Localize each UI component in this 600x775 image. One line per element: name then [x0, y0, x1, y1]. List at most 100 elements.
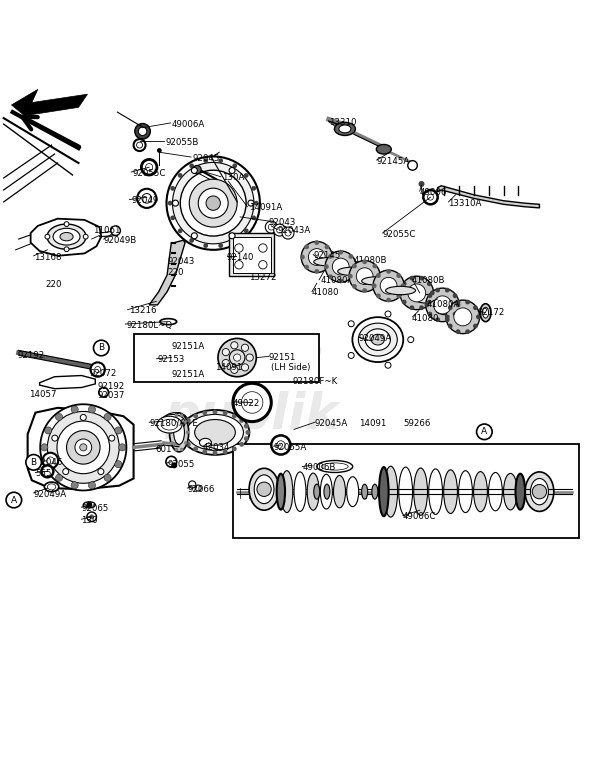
Ellipse shape	[414, 294, 447, 303]
Ellipse shape	[338, 267, 368, 276]
Circle shape	[206, 196, 220, 210]
Circle shape	[119, 444, 126, 451]
Circle shape	[44, 460, 52, 468]
Circle shape	[57, 421, 110, 474]
Circle shape	[167, 157, 260, 250]
Circle shape	[352, 284, 357, 289]
Circle shape	[265, 221, 277, 233]
Ellipse shape	[157, 416, 182, 433]
Circle shape	[282, 227, 294, 239]
Circle shape	[88, 406, 95, 413]
Circle shape	[325, 244, 329, 250]
Circle shape	[473, 305, 478, 310]
Circle shape	[233, 384, 271, 422]
Circle shape	[52, 435, 58, 441]
Ellipse shape	[379, 467, 389, 516]
Ellipse shape	[386, 286, 416, 295]
Circle shape	[349, 254, 353, 259]
Ellipse shape	[503, 474, 517, 510]
Circle shape	[98, 469, 104, 474]
Text: 41080B: 41080B	[354, 256, 388, 265]
Circle shape	[424, 190, 437, 205]
Circle shape	[239, 442, 244, 446]
Circle shape	[244, 436, 249, 441]
Text: A: A	[11, 495, 17, 505]
Circle shape	[348, 353, 354, 359]
Circle shape	[229, 232, 235, 239]
Circle shape	[399, 291, 404, 295]
Circle shape	[188, 480, 196, 488]
Circle shape	[448, 324, 452, 329]
Bar	[233, 444, 579, 539]
Text: 92055C: 92055C	[383, 229, 416, 239]
Circle shape	[362, 288, 367, 293]
Circle shape	[47, 457, 54, 464]
Text: 13272: 13272	[249, 273, 277, 282]
Circle shape	[410, 276, 415, 281]
Circle shape	[246, 354, 253, 361]
Ellipse shape	[314, 257, 344, 266]
Circle shape	[142, 160, 157, 175]
Circle shape	[445, 288, 449, 292]
Polygon shape	[437, 186, 539, 208]
Circle shape	[193, 414, 198, 418]
Text: 41080A: 41080A	[427, 301, 460, 309]
Ellipse shape	[314, 484, 320, 499]
Text: 220: 220	[46, 280, 62, 289]
Circle shape	[465, 329, 470, 334]
Circle shape	[426, 288, 459, 322]
Circle shape	[146, 164, 153, 170]
Circle shape	[274, 224, 286, 236]
Text: 92045A: 92045A	[315, 419, 348, 428]
Circle shape	[223, 411, 227, 415]
Circle shape	[241, 391, 263, 413]
Circle shape	[44, 427, 52, 434]
Circle shape	[445, 317, 449, 322]
Circle shape	[455, 302, 460, 307]
Circle shape	[186, 418, 191, 423]
Circle shape	[185, 431, 189, 434]
Circle shape	[385, 311, 391, 317]
Ellipse shape	[161, 419, 178, 430]
Circle shape	[83, 234, 88, 239]
Circle shape	[410, 305, 415, 310]
Ellipse shape	[384, 467, 398, 517]
Ellipse shape	[324, 484, 330, 499]
Text: 59266: 59266	[403, 419, 430, 428]
Text: Parts
publik: Parts publik	[165, 336, 340, 439]
Circle shape	[111, 226, 121, 236]
Circle shape	[251, 186, 256, 191]
Circle shape	[88, 482, 95, 489]
Circle shape	[454, 308, 472, 326]
Text: 92049A: 92049A	[359, 334, 392, 343]
Circle shape	[465, 300, 470, 305]
Circle shape	[189, 164, 194, 168]
Ellipse shape	[194, 419, 235, 446]
Circle shape	[80, 415, 86, 420]
Circle shape	[259, 260, 267, 269]
Circle shape	[171, 463, 177, 468]
Ellipse shape	[83, 502, 95, 508]
Circle shape	[99, 388, 109, 397]
Circle shape	[427, 312, 432, 316]
Ellipse shape	[173, 420, 184, 444]
Circle shape	[244, 173, 248, 177]
Text: 92045: 92045	[192, 154, 220, 164]
Polygon shape	[149, 240, 185, 305]
Circle shape	[430, 291, 434, 295]
Circle shape	[408, 336, 414, 343]
Ellipse shape	[317, 460, 353, 473]
Text: 92055B: 92055B	[166, 138, 199, 146]
Circle shape	[232, 414, 237, 418]
Circle shape	[427, 281, 432, 286]
Circle shape	[137, 189, 157, 208]
Ellipse shape	[160, 319, 176, 325]
Circle shape	[473, 324, 478, 329]
Circle shape	[241, 363, 248, 371]
Ellipse shape	[254, 475, 274, 504]
Circle shape	[373, 264, 377, 268]
Circle shape	[189, 179, 237, 227]
Ellipse shape	[277, 474, 285, 510]
Ellipse shape	[164, 418, 181, 429]
Circle shape	[338, 250, 343, 255]
